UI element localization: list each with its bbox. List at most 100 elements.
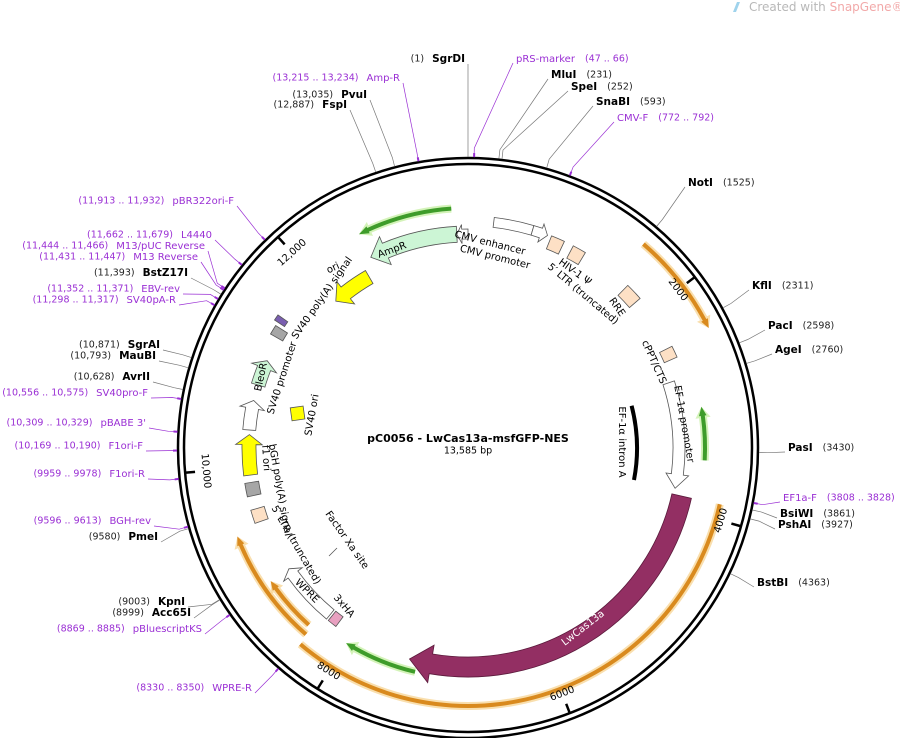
leader-line xyxy=(750,518,776,530)
site-position: (11,393) xyxy=(94,268,135,279)
enzyme-site: BstBI (4363) xyxy=(730,573,830,589)
enzyme-site: MauBI (10,793) xyxy=(70,350,189,369)
enzyme-site: SgrDI (1) xyxy=(411,53,469,157)
leader-line xyxy=(752,509,778,519)
watermark: Created with SnapGene® xyxy=(733,0,900,14)
site-name: PmeI xyxy=(128,531,158,543)
enzyme-site: AvrII (10,628) xyxy=(74,371,183,390)
primer-site: pBABE 3' (10,309 .. 10,329) xyxy=(6,418,178,433)
leader-line xyxy=(147,478,179,481)
leader-line xyxy=(730,573,755,588)
wpre-arrow xyxy=(282,567,335,620)
primer-tick xyxy=(568,171,573,176)
enzyme-site: NotI (1525) xyxy=(656,177,755,227)
sv40pa-box xyxy=(269,324,289,342)
ltr2-box xyxy=(250,505,269,524)
site-position: (47 .. 66) xyxy=(585,54,629,65)
primer-site: EBV-rev (11,352 .. 11,371) xyxy=(47,284,219,300)
leader-line xyxy=(145,450,178,452)
watermark-icon xyxy=(733,2,740,12)
enzyme-site: SpeI (252) xyxy=(501,81,633,160)
primer-tick xyxy=(238,261,243,266)
enzyme-site: KpnI (9003) xyxy=(118,596,220,608)
leader-line xyxy=(152,381,183,390)
ef1a-intron-arc xyxy=(629,405,640,481)
leader-line xyxy=(254,668,279,694)
site-position: (11,913 .. 11,932) xyxy=(78,196,164,207)
primer-tick xyxy=(183,525,189,529)
ef1a-promoter-arrow xyxy=(662,380,690,489)
site-position: (9596 .. 9613) xyxy=(34,516,102,527)
enzyme-site: MluI (231) xyxy=(498,69,612,159)
green-arc xyxy=(359,206,452,235)
leader-line xyxy=(758,451,786,454)
site-position: (8330 .. 8350) xyxy=(136,683,204,694)
leader-line xyxy=(193,599,221,619)
factor-xa-tick xyxy=(328,547,338,557)
site-name: SpeI xyxy=(571,81,597,93)
site-name: KpnI xyxy=(158,596,185,608)
site-position: (9580) xyxy=(89,532,121,543)
site-name: BstZ17I xyxy=(143,267,188,279)
primer-site: F1ori-R (9959 .. 9978) xyxy=(33,469,179,481)
primer-site: SV40pro-F (10,556 .. 10,575) xyxy=(2,388,182,400)
enzyme-site: PvuI (13,035) xyxy=(292,89,395,167)
region-arc xyxy=(642,242,709,328)
leader-line xyxy=(236,205,266,240)
site-position: (9003) xyxy=(118,597,150,608)
primer-tick xyxy=(753,502,758,505)
primer-site: pBR322ori-F (11,913 .. 11,932) xyxy=(78,196,266,241)
site-name: MauBI xyxy=(119,350,156,362)
rre-box xyxy=(617,284,641,309)
leader-line xyxy=(473,62,514,158)
feature-label: Factor Xa site xyxy=(323,509,371,571)
site-name: SgrDI xyxy=(432,53,465,65)
leader-line xyxy=(746,353,773,364)
cmv-enhancer-arrow xyxy=(492,217,535,236)
cppt-box xyxy=(658,345,678,364)
tick-label: 10,000 xyxy=(198,453,212,489)
site-position: (13,215 .. 13,234) xyxy=(273,73,359,84)
leader-line xyxy=(207,250,225,289)
tick-label: 12,000 xyxy=(276,237,309,269)
feature-label: ori xyxy=(325,261,341,276)
site-name: pRS-marker xyxy=(516,54,576,65)
site-name: M13 Reverse xyxy=(133,252,198,263)
enzyme-site: SgrAI (10,871) xyxy=(79,339,192,358)
tick-mark xyxy=(731,522,741,528)
enzyme-site: BstZ17I (11,393) xyxy=(94,267,222,295)
site-name: CMV-F xyxy=(617,113,648,124)
enzyme-site: Acc65I (8999) xyxy=(112,599,221,619)
site-name: M13/pUC Reverse xyxy=(116,241,205,252)
sv40-ori-box xyxy=(289,405,306,422)
leader-line xyxy=(402,82,419,162)
tick-mark xyxy=(185,470,196,474)
bleor-arrow xyxy=(250,360,278,388)
map-title: pC0056 - LwCas13a-msfGFP-NES xyxy=(367,432,569,445)
site-name: WPRE-R xyxy=(212,683,252,694)
site-name: PacI xyxy=(768,320,793,332)
site-name: MluI xyxy=(551,69,576,81)
leader-line xyxy=(369,99,395,167)
site-position: (2311) xyxy=(782,281,814,292)
enzyme-site: PacI (2598) xyxy=(739,320,834,344)
primer-site: pBluescriptKS (8869 .. 8885) xyxy=(57,614,231,635)
feature-label: SV40 promoter xyxy=(266,340,300,416)
site-name: EF1a-F xyxy=(783,493,817,504)
leader-line xyxy=(162,349,192,358)
site-name: BGH-rev xyxy=(109,516,151,527)
site-name: AvrII xyxy=(122,371,150,383)
leader-line xyxy=(214,239,243,266)
backbone-outer xyxy=(176,156,760,738)
tick-mark xyxy=(565,703,571,713)
site-position: (1525) xyxy=(723,178,755,189)
lwcas13a-arrow xyxy=(408,493,692,684)
site-name: EBV-rev xyxy=(141,284,180,295)
primer-tick xyxy=(416,157,420,162)
site-position: (3430) xyxy=(823,443,855,454)
site-position: (10,309 .. 10,329) xyxy=(6,418,92,429)
hiv-psi-box xyxy=(545,235,565,255)
site-position: (3927) xyxy=(821,520,853,531)
site-name: Acc65I xyxy=(152,607,191,619)
leader-line xyxy=(158,360,189,369)
